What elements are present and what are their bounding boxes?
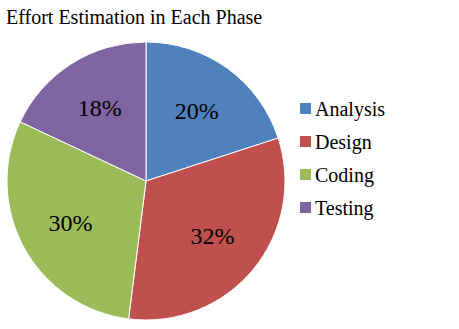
legend-label: Design [315,131,372,154]
data-labels: 20% 32% 30% 18% [48,95,234,249]
legend: Analysis Design Coding Testing [300,98,385,220]
chart-svg: Effort Estimation in Each Phase 20% 32% 30%… [0,0,459,329]
legend-swatch [300,202,311,213]
legend-label: Analysis [315,98,385,121]
pie-slice [129,138,285,320]
data-label: 20% [175,98,219,124]
pie-group [7,42,285,320]
legend-swatch [300,103,311,114]
pie-slice [20,42,146,181]
data-label: 18% [78,95,122,121]
legend-label: Coding [315,164,374,187]
legend-item: Testing [300,197,374,220]
legend-item: Analysis [300,98,385,121]
legend-item: Design [300,131,372,154]
legend-item: Coding [300,164,374,187]
data-label: 30% [48,210,92,236]
legend-swatch [300,136,311,147]
chart-title: Effort Estimation in Each Phase [6,6,262,28]
legend-swatch [300,169,311,180]
data-label: 32% [190,223,234,249]
legend-label: Testing [315,197,374,220]
chart-container: Effort Estimation in Each Phase 20% 32% 30%… [0,0,459,329]
